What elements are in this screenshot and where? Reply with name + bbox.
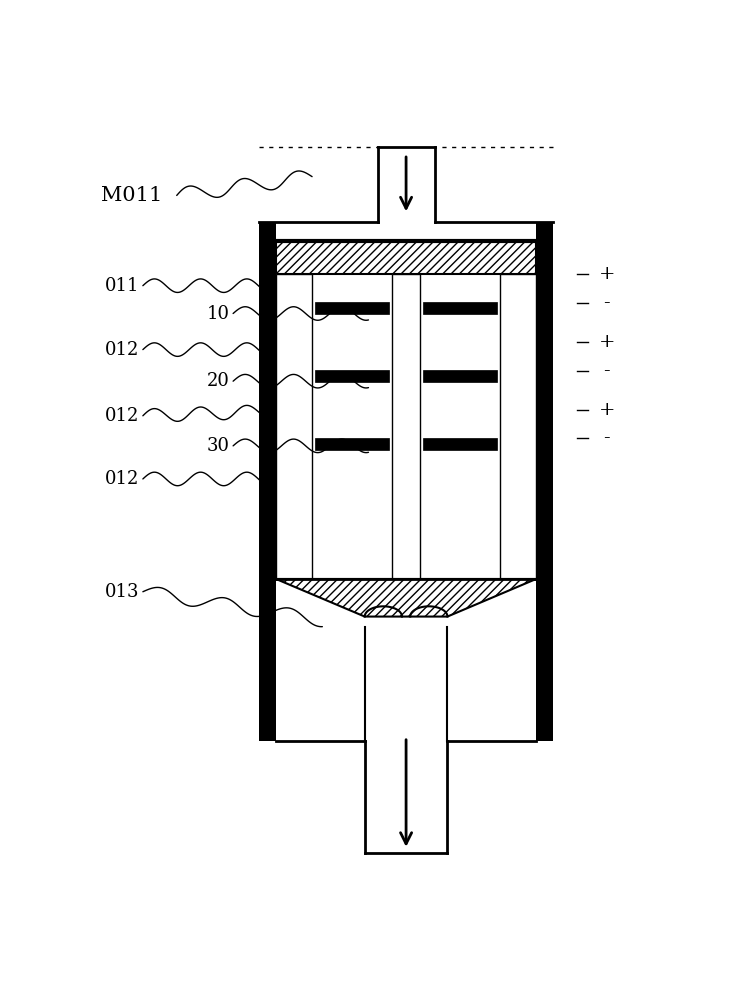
Text: 013: 013 <box>105 583 139 601</box>
Bar <box>423 302 497 314</box>
Text: -: - <box>604 362 610 380</box>
Bar <box>276 274 312 579</box>
Text: +: + <box>599 401 615 419</box>
Bar <box>500 274 536 579</box>
Text: +: + <box>599 265 615 283</box>
Bar <box>276 241 536 274</box>
Text: +: + <box>599 333 615 351</box>
Text: 012: 012 <box>105 341 139 359</box>
FancyBboxPatch shape <box>276 241 536 579</box>
Text: 30: 30 <box>206 437 229 455</box>
Bar <box>423 370 497 382</box>
Text: 10: 10 <box>206 305 229 323</box>
Text: 011: 011 <box>105 277 139 295</box>
Text: -: - <box>604 294 610 312</box>
Polygon shape <box>276 579 536 617</box>
Bar <box>392 274 420 579</box>
Bar <box>315 438 389 450</box>
Text: 012: 012 <box>105 407 139 425</box>
Text: 20: 20 <box>207 372 229 390</box>
Bar <box>423 438 497 450</box>
Bar <box>536 222 553 741</box>
Bar <box>315 370 389 382</box>
Text: M011: M011 <box>101 186 162 205</box>
Text: -: - <box>604 429 610 447</box>
Bar <box>500 274 536 579</box>
Bar <box>315 302 389 314</box>
Bar <box>259 222 276 741</box>
Text: 012: 012 <box>105 470 139 488</box>
Bar <box>276 274 312 579</box>
Bar <box>392 274 420 579</box>
